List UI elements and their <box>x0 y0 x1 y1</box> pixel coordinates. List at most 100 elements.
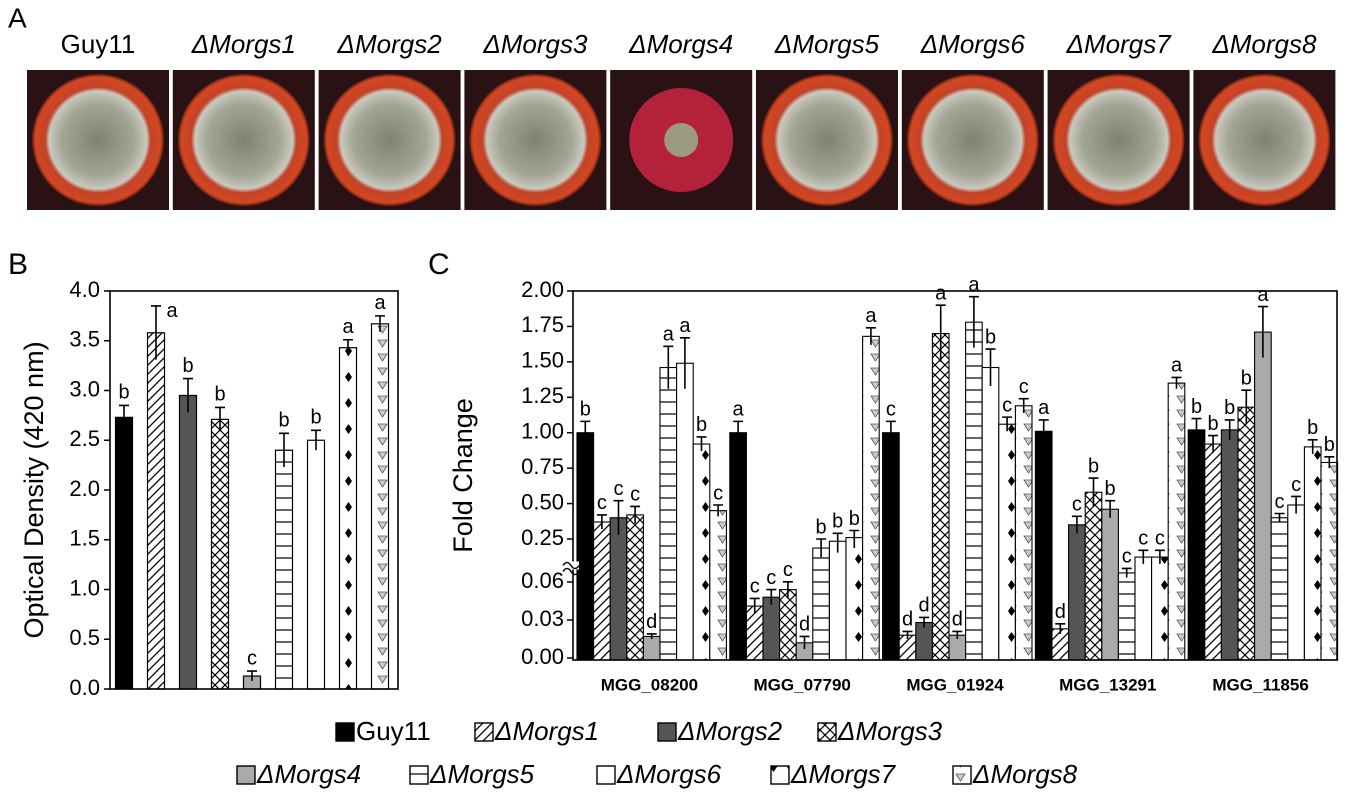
error-bar <box>679 336 690 389</box>
error-bar <box>985 348 996 386</box>
error-bar <box>1121 567 1132 578</box>
significance-letter: b <box>985 326 996 348</box>
legend-swatch <box>770 765 790 785</box>
bar <box>370 323 390 690</box>
error-bar <box>663 345 674 389</box>
significance-letter: c <box>1138 528 1148 550</box>
bar <box>1237 406 1256 661</box>
error-bar <box>613 499 624 535</box>
error-bar <box>1291 495 1302 514</box>
error-bar <box>580 420 591 445</box>
legend-swatch <box>952 765 972 785</box>
y-tick-label: 0.06 <box>521 568 564 593</box>
legend-swatch <box>657 722 677 742</box>
y-tick-label: 1.75 <box>521 312 564 337</box>
error-bar <box>1002 416 1013 432</box>
significance-letter: a <box>663 324 675 346</box>
bar <box>1167 382 1186 661</box>
plate <box>1198 74 1331 206</box>
significance-letter: b <box>1208 413 1219 435</box>
legend-label: ΔMorgs8 <box>972 759 1078 789</box>
error-bar <box>215 406 225 432</box>
error-bar <box>713 504 724 517</box>
strain-label: ΔMorgs1 <box>191 29 296 59</box>
significance-letter: a <box>1171 355 1183 377</box>
x-tick-label: MGG_08200 <box>601 675 698 694</box>
error-bar <box>596 514 607 530</box>
error-bar <box>1088 477 1099 507</box>
significance-letter: b <box>278 410 289 432</box>
x-tick-label: MGG_07790 <box>754 675 851 694</box>
bar <box>812 547 830 661</box>
bar <box>642 635 661 661</box>
plot-frame <box>109 290 399 690</box>
error-bar <box>1274 512 1285 522</box>
significance-letter: a <box>1038 397 1050 419</box>
significance-letter: b <box>816 516 827 538</box>
bar <box>709 510 727 661</box>
strain-label: ΔMorgs8 <box>1211 29 1317 59</box>
error-bar <box>749 597 760 614</box>
significance-letter: a <box>865 305 877 327</box>
significance-letter: b <box>1191 396 1202 418</box>
bar <box>998 423 1016 661</box>
legend-swatch <box>474 722 494 742</box>
error-bar <box>1307 439 1318 454</box>
significance-letter: a <box>374 292 386 314</box>
significance-letter: b <box>1307 417 1318 439</box>
significance-letter: b <box>1088 455 1099 477</box>
bar <box>779 589 797 661</box>
significance-letter: b <box>1324 434 1335 456</box>
strain-label: ΔMorgs3 <box>482 29 588 59</box>
bar <box>1270 517 1289 661</box>
plate <box>1052 74 1185 206</box>
y-tick-label: 0.50 <box>521 489 564 514</box>
error-bar <box>865 327 876 345</box>
plot-frame <box>572 290 1338 661</box>
significance-letter: a <box>733 399 745 421</box>
significance-letter: d <box>1055 601 1066 623</box>
error-bar <box>1324 456 1335 469</box>
legend-swatch <box>596 765 616 785</box>
panel-label: B <box>8 248 28 281</box>
bar <box>1287 504 1305 661</box>
legend-label: ΔMorgs2 <box>677 716 783 746</box>
bar <box>931 332 950 661</box>
y-tick-label: 0.5 <box>69 625 100 650</box>
x-tick-label: MGG_13291 <box>1059 675 1156 694</box>
error-bar <box>1071 515 1082 534</box>
error-bar <box>1138 549 1149 564</box>
significance-letter: c <box>614 478 624 500</box>
error-bar <box>1171 376 1182 389</box>
error-bar <box>1191 417 1202 442</box>
error-bar <box>247 670 257 682</box>
y-tick-label: 0.25 <box>521 525 564 550</box>
legend-label: ΔMorgs4 <box>256 759 361 789</box>
legend-swatch <box>335 722 355 742</box>
bar <box>1134 556 1153 661</box>
bar <box>659 366 678 661</box>
significance-letter: c <box>630 484 640 506</box>
error-bar <box>630 505 641 524</box>
plate <box>177 74 310 206</box>
significance-letter: c <box>247 647 257 669</box>
bar <box>1068 524 1086 661</box>
legend-label: ΔMorgs7 <box>790 759 897 789</box>
significance-letter: c <box>886 399 896 421</box>
error-bar <box>832 532 843 553</box>
bar <box>981 366 1000 661</box>
legend-label: ΔMorgs1 <box>494 716 599 746</box>
error-bar <box>279 432 289 468</box>
panel-label: C <box>428 248 450 281</box>
significance-letter: d <box>646 611 657 633</box>
error-bar <box>343 338 353 356</box>
bar <box>676 362 694 661</box>
significance-letter: b <box>580 399 591 421</box>
significance-letter: a <box>1257 284 1269 306</box>
significance-letter: c <box>750 576 760 598</box>
error-bar <box>766 588 777 605</box>
bar <box>1117 572 1136 661</box>
axis-break-gap <box>565 561 579 570</box>
bar <box>210 418 230 690</box>
